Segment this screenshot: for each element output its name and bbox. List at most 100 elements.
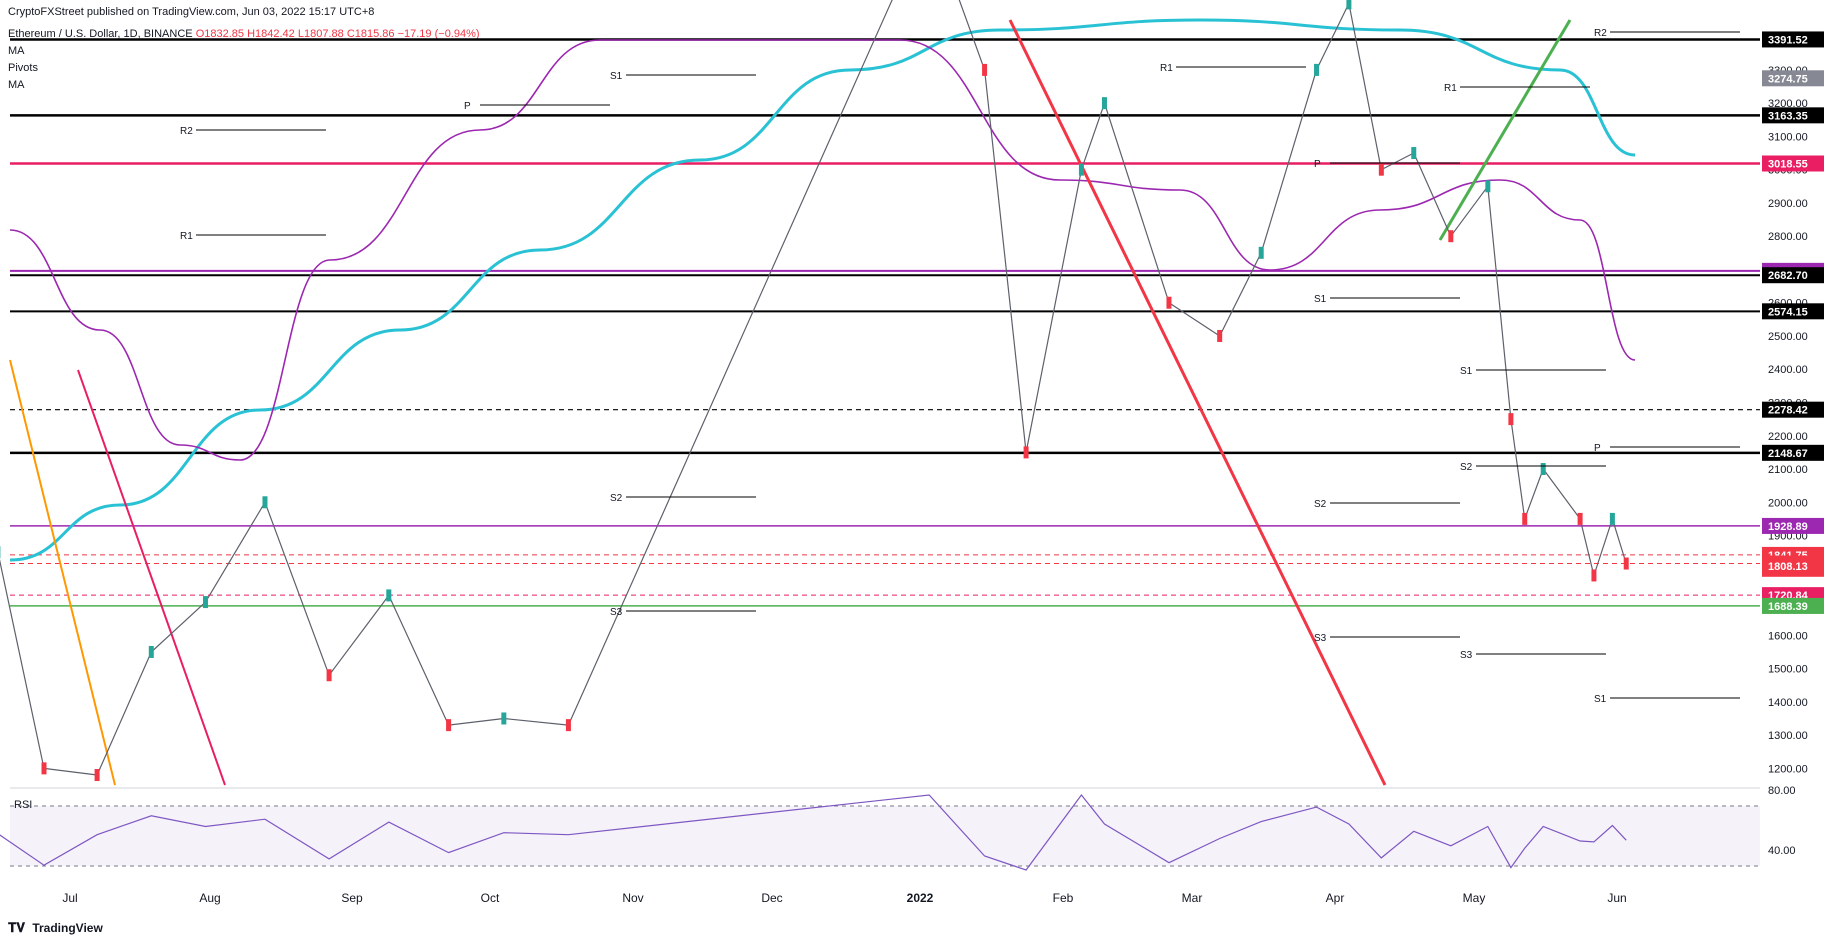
price-label-bg [1762,401,1824,418]
pivot-label: S2 [1460,462,1473,473]
y-tick-label: 3200.00 [1768,98,1808,110]
price-label: 3274.75 [1768,73,1808,85]
rsi-tick-label: 40.00 [1768,845,1796,857]
x-tick-label: Dec [761,891,782,905]
tradingview-icon: 𝐓𝐕 [8,920,25,935]
candle [386,589,392,602]
price-label-bg [1762,107,1824,124]
candle [1577,512,1583,525]
candle [1623,557,1629,570]
candle [1411,147,1417,160]
x-tick-label: Sep [341,891,363,905]
price-path [0,0,1627,776]
price-label-bg [1762,444,1824,461]
candle [1485,180,1491,193]
x-tick-label: Jun [1607,891,1626,905]
price-label: 3163.35 [1768,110,1808,122]
x-tick-label: Nov [622,891,643,905]
brand-name: TradingView [32,921,103,935]
pivot-label: S1 [1460,366,1473,377]
pivot-label: S2 [1314,499,1327,510]
price-label: 2278.42 [1768,405,1808,417]
y-tick-label: 2400.00 [1768,364,1808,376]
pivot-label: R1 [180,231,193,242]
ohlc-high: H1842.42 [247,28,295,40]
trendline-red [1008,19,1387,786]
y-tick-label: 2200.00 [1768,431,1808,443]
price-label: 2682.70 [1768,270,1808,282]
candle [1166,296,1172,309]
ohlc-change: −17.19 (−0.94%) [397,28,480,40]
price-label-bg [1762,558,1824,575]
price-label: 3391.52 [1768,34,1808,46]
candle [1522,512,1528,525]
x-tick-label: Mar [1182,891,1203,905]
pivot-label: S1 [1594,694,1607,705]
indicator-pivots[interactable]: Pivots [8,62,38,74]
rsi-line [0,794,1627,871]
candle [202,596,208,609]
indicator-ma-2[interactable]: MA [8,79,25,91]
rsi-tick-label: 80.00 [1768,785,1796,797]
price-label-bg [1762,517,1824,534]
price-label-bg [1762,70,1824,87]
pivot-label: R2 [1594,28,1607,39]
price-label-bg [1762,155,1824,172]
price-label: 2148.67 [1768,448,1808,460]
tradingview-logo[interactable]: 𝐓𝐕 TradingView [8,920,103,936]
pivot-label: R2 [180,126,193,137]
price-label: 1928.89 [1768,521,1808,533]
pivot-label: S1 [610,71,623,82]
candle [1448,230,1454,243]
y-tick-label: 2800.00 [1768,231,1808,243]
candle [41,762,47,775]
y-tick-label: 1500.00 [1768,664,1808,676]
pivot-label: S2 [610,493,623,504]
candle [501,712,507,725]
pivot-label: R1 [1160,63,1173,74]
ma-purple-line [9,39,1636,461]
candle [1346,0,1352,10]
price-label-bg [1762,31,1824,48]
pivot-label: R1 [1444,83,1457,94]
ohlc-open: O1832.85 [195,28,245,40]
x-tick-label: Feb [1053,891,1074,905]
candle [1101,97,1107,110]
y-tick-label: 2500.00 [1768,331,1808,343]
candle [1258,246,1264,259]
y-tick-label: 2100.00 [1768,464,1808,476]
candle [326,669,332,682]
price-label: 1808.13 [1768,561,1808,573]
y-tick-label: 2900.00 [1768,198,1808,210]
ohlc-close: C1815.86 [346,28,395,40]
price-label-bg [1762,597,1824,614]
pivot-label: P [1594,443,1601,454]
candle [1023,446,1029,459]
x-tick-label: Oct [481,891,500,905]
price-label: 3018.55 [1768,159,1808,171]
pivot-label: P [464,101,471,112]
trendline-green [1438,19,1572,241]
candle [982,63,988,76]
price-label: 1688.39 [1768,601,1808,613]
rsi-label: RSI [14,799,32,811]
indicator-ma-1[interactable]: MA [8,45,25,57]
pivot-label: S3 [1460,650,1473,661]
symbol-title: Ethereum / U.S. Dollar, 1D, BINANCE [8,28,193,40]
price-label: 2574.15 [1768,306,1808,318]
candle [1540,463,1546,476]
price-label-bg [1762,303,1824,320]
x-tick-label: Apr [1326,891,1345,905]
candle [1378,163,1384,176]
y-tick-label: 1400.00 [1768,697,1808,709]
pivot-label: S1 [1314,294,1327,305]
y-tick-label: 1600.00 [1768,630,1808,642]
candle [262,496,268,509]
symbol-legend[interactable]: Ethereum / U.S. Dollar, 1D, BINANCE O183… [8,28,480,40]
y-tick-label: 1300.00 [1768,730,1808,742]
trendline-magenta-left [77,369,226,786]
candle [1508,413,1514,426]
x-tick-label: Jul [62,891,77,905]
y-tick-label: 3100.00 [1768,131,1808,143]
